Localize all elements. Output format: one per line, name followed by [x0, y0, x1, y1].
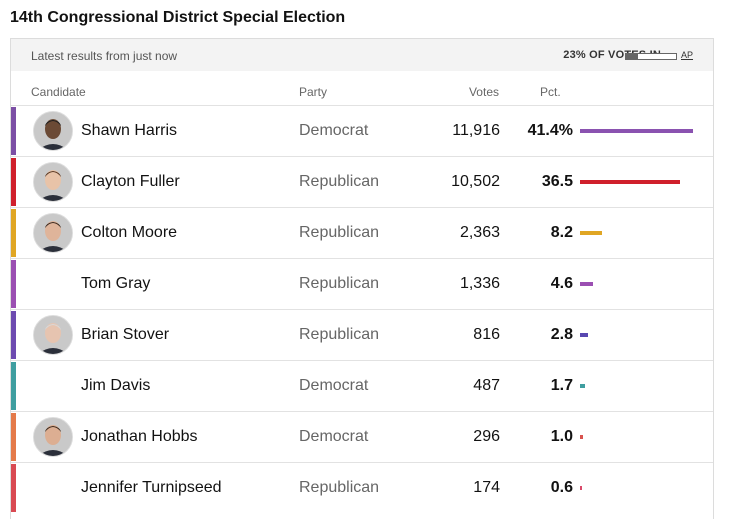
table-row[interactable]: Jonathan Hobbs Democrat 296 1.0: [11, 411, 713, 462]
party-color-stripe: [11, 413, 16, 461]
column-headers: Candidate Party Votes Pct.: [11, 71, 713, 105]
candidate-votes: 2,363: [459, 224, 500, 241]
results-header: Latest results from just now 23% OF VOTE…: [11, 39, 713, 71]
candidate-party: Republican: [299, 173, 380, 190]
candidate-name: Jim Davis: [81, 377, 151, 394]
vote-share-bar: [580, 231, 603, 235]
column-votes: Votes: [468, 85, 499, 99]
party-color-stripe: [11, 362, 16, 410]
party-color-stripe: [11, 209, 16, 257]
candidate-name: Colton Moore: [81, 224, 178, 241]
candidate-party: Republican: [299, 224, 380, 241]
table-row[interactable]: Jennifer Turnipseed Republican 174 0.6: [11, 462, 713, 513]
candidate-pct: 2.8: [550, 326, 573, 343]
candidate-party: Republican: [299, 275, 380, 292]
avatar: [33, 417, 73, 457]
candidate-party: Democrat: [299, 377, 369, 394]
vote-share-bar: [580, 435, 583, 439]
candidate-party: Democrat: [299, 428, 369, 445]
party-color-stripe: [11, 107, 16, 155]
vote-share-bar: [580, 384, 585, 388]
candidate-name: Jennifer Turnipseed: [81, 479, 222, 496]
candidate-name: Shawn Harris: [81, 122, 178, 139]
candidate-party: Republican: [299, 479, 380, 496]
candidate-name: Clayton Fuller: [81, 173, 180, 190]
vote-share-bar: [580, 333, 588, 337]
candidate-pct: 1.7: [550, 377, 573, 394]
column-party: Party: [299, 85, 328, 99]
candidate-party: Republican: [299, 326, 380, 343]
candidate-votes: 816: [473, 326, 500, 343]
candidate-votes: 487: [473, 377, 500, 394]
results-table: Latest results from just now 23% OF VOTE…: [10, 38, 714, 519]
candidate-votes: 174: [473, 479, 500, 496]
party-color-stripe: [11, 158, 16, 206]
vote-share-bar: [580, 486, 582, 490]
candidate-pct: 0.6: [550, 479, 573, 496]
ap-source-link[interactable]: AP: [681, 50, 694, 60]
candidate-votes: 11,916: [452, 122, 500, 139]
avatar: [33, 315, 73, 355]
avatar: [33, 162, 73, 202]
party-color-stripe: [11, 260, 16, 308]
table-row[interactable]: Tom Gray Republican 1,336 4.6: [11, 258, 713, 309]
avatar: [33, 213, 73, 253]
reporting-progress-bar: [625, 53, 677, 60]
vote-share-bar: [580, 180, 680, 184]
candidate-name: Tom Gray: [81, 275, 151, 292]
candidate-pct: 4.6: [550, 275, 573, 292]
candidate-pct: 41.4%: [527, 122, 573, 139]
candidate-pct: 36.5: [541, 173, 573, 190]
candidate-votes: 296: [473, 428, 500, 445]
candidate-pct: 1.0: [550, 428, 573, 445]
party-color-stripe: [11, 464, 16, 512]
candidate-votes: 1,336: [459, 275, 500, 292]
candidate-votes: 10,502: [451, 173, 500, 190]
table-row[interactable]: Shawn Harris Democrat 11,916 41.4%: [11, 105, 713, 156]
latest-results-text: Latest results from just now: [31, 49, 178, 63]
table-row[interactable]: Colton Moore Republican 2,363 8.2: [11, 207, 713, 258]
candidate-name: Jonathan Hobbs: [81, 428, 198, 445]
vote-share-bar: [580, 282, 593, 286]
vote-share-bar: [580, 129, 693, 133]
candidate-pct: 8.2: [550, 224, 573, 241]
candidate-name: Brian Stover: [81, 326, 170, 343]
column-pct: Pct.: [540, 85, 561, 99]
table-row[interactable]: Clayton Fuller Republican 10,502 36.5: [11, 156, 713, 207]
column-candidate: Candidate: [31, 85, 86, 99]
reporting-progress-fill: [626, 54, 638, 59]
table-row[interactable]: Brian Stover Republican 816 2.8: [11, 309, 713, 360]
table-row[interactable]: Jim Davis Democrat 487 1.7: [11, 360, 713, 411]
page-title: 14th Congressional District Special Elec…: [10, 9, 346, 26]
candidate-party: Democrat: [299, 122, 369, 139]
avatar: [33, 111, 73, 151]
party-color-stripe: [11, 311, 16, 359]
